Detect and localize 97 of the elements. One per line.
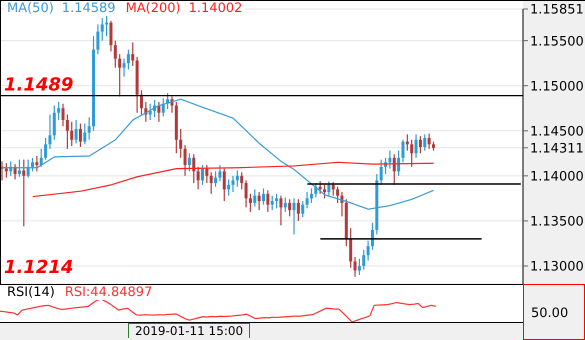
candlestick bbox=[31, 157, 34, 172]
candlestick bbox=[66, 114, 69, 150]
candlestick bbox=[244, 180, 248, 208]
candlestick bbox=[105, 14, 108, 37]
y-tick-label: 1.15851 bbox=[530, 2, 584, 18]
chart-title: RSI(14) bbox=[7, 285, 55, 300]
candlestick bbox=[118, 54, 122, 98]
candlestick bbox=[279, 195, 282, 226]
candlestick bbox=[423, 134, 426, 152]
candlestick bbox=[83, 122, 86, 145]
y-tick-label: 1.15500 bbox=[530, 34, 584, 50]
candlestick bbox=[428, 132, 431, 150]
candlestick bbox=[44, 137, 48, 160]
candlestick bbox=[418, 136, 422, 154]
candlestick bbox=[231, 175, 234, 193]
candlestick bbox=[366, 240, 370, 262]
candlestick bbox=[296, 198, 300, 222]
candlestick bbox=[210, 172, 213, 194]
candlestick bbox=[218, 164, 222, 182]
candlestick bbox=[114, 40, 117, 68]
annotation: 1.1214 bbox=[4, 257, 74, 278]
candlestick bbox=[262, 188, 265, 206]
candlestick bbox=[222, 168, 226, 202]
candlestick bbox=[96, 24, 100, 55]
candlestick bbox=[52, 104, 56, 140]
candlestick bbox=[240, 172, 244, 190]
annotation: 1.14002 bbox=[188, 1, 242, 16]
candlestick bbox=[184, 144, 187, 176]
candlestick bbox=[301, 200, 304, 218]
y-tick-label: 1.15000 bbox=[530, 79, 584, 94]
y-tick-label: 1.13000 bbox=[530, 260, 584, 275]
candlestick bbox=[310, 188, 313, 204]
candlestick bbox=[227, 178, 230, 196]
candlestick bbox=[78, 122, 82, 148]
y-tick-label: 1.13500 bbox=[530, 214, 584, 230]
text: 50.00 bbox=[531, 306, 568, 321]
annotation: 1.14589 bbox=[62, 1, 116, 16]
candlestick bbox=[327, 180, 330, 196]
candlestick bbox=[4, 162, 8, 178]
candlestick bbox=[323, 184, 326, 199]
candlestick bbox=[57, 101, 60, 121]
candlestick bbox=[100, 18, 104, 42]
ref-line-label: 1.1489 bbox=[4, 74, 74, 96]
candlestick bbox=[18, 159, 21, 178]
candlestick bbox=[70, 121, 74, 147]
text: MA(200) bbox=[126, 1, 181, 16]
candlestick bbox=[214, 170, 218, 188]
candlestick bbox=[266, 190, 270, 212]
candlestick bbox=[122, 58, 126, 78]
candlestick bbox=[292, 198, 296, 236]
candlestick bbox=[248, 193, 252, 212]
candlestick bbox=[388, 150, 392, 170]
candlestick bbox=[432, 140, 435, 152]
candlestick bbox=[336, 186, 340, 204]
y-tick-label: 1.14500 bbox=[530, 124, 584, 140]
candlestick bbox=[401, 139, 404, 163]
candlestick bbox=[406, 134, 409, 152]
candlestick bbox=[88, 116, 91, 140]
candlestick bbox=[196, 166, 200, 190]
candlestick bbox=[35, 155, 38, 172]
candlestick bbox=[362, 249, 366, 270]
candlestick bbox=[253, 188, 256, 208]
candlestick bbox=[380, 159, 383, 186]
candlestick bbox=[414, 134, 418, 158]
candlestick bbox=[318, 180, 322, 194]
y-tick-label: 1.14311 bbox=[530, 141, 584, 156]
candlestick bbox=[188, 152, 191, 172]
candlestick bbox=[258, 191, 261, 211]
candlestick bbox=[109, 20, 112, 52]
candlestick bbox=[275, 193, 278, 209]
candlestick bbox=[306, 191, 309, 209]
candlestick bbox=[354, 256, 357, 278]
candlestick bbox=[236, 170, 239, 188]
candlestick bbox=[62, 103, 65, 127]
candlestick bbox=[48, 114, 52, 150]
candlestick bbox=[140, 90, 143, 116]
candlestick bbox=[126, 49, 130, 70]
candlestick bbox=[288, 198, 292, 217]
candlestick bbox=[332, 182, 335, 196]
candlestick bbox=[131, 42, 134, 66]
candlestick bbox=[179, 128, 182, 158]
series-label: RSI:44.84897 bbox=[64, 285, 152, 300]
candlestick bbox=[22, 159, 26, 227]
candlestick bbox=[410, 139, 414, 168]
candlestick bbox=[349, 228, 352, 268]
candlestick bbox=[284, 196, 287, 212]
candlestick bbox=[40, 148, 43, 168]
text: MA(50) bbox=[7, 1, 54, 16]
candlestick bbox=[358, 258, 361, 276]
candlestick bbox=[192, 154, 196, 184]
candlestick bbox=[74, 119, 78, 144]
candlestick bbox=[270, 195, 274, 211]
y-tick-label: 1.14000 bbox=[530, 169, 584, 184]
line-series bbox=[32, 162, 434, 198]
text: 2019-01-11 15:00 bbox=[128, 323, 250, 338]
candlestick bbox=[200, 164, 204, 186]
candlestick bbox=[205, 164, 208, 184]
